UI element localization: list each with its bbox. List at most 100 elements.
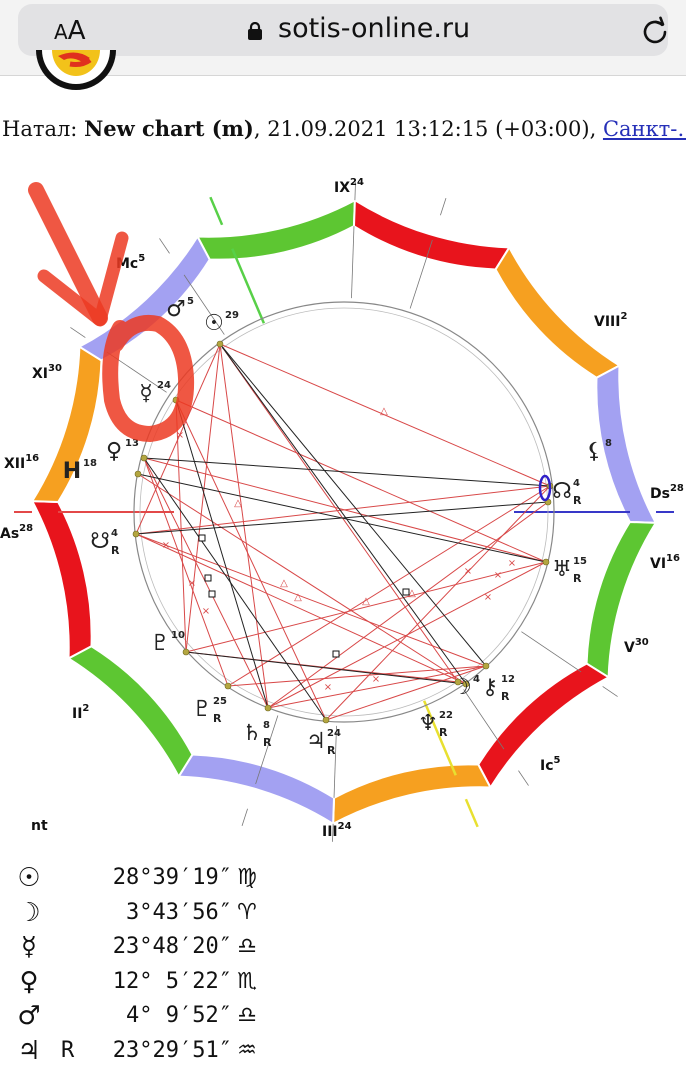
jupiter-glyph: ♃ 24 R: [306, 728, 341, 757]
aspect-point: [482, 662, 490, 670]
aspect-symbol: ×: [508, 558, 516, 569]
libra-glyph: ♎: [628, 436, 643, 456]
aspect-symbol: ×: [484, 592, 492, 603]
saturn-degree: 8: [263, 720, 270, 731]
text-size-button[interactable]: AA: [54, 16, 86, 46]
aspect-line: [175, 399, 269, 709]
aspect-symbol: ×: [324, 682, 332, 693]
uranus-glyph: ♅ 15 R: [552, 556, 587, 585]
city-link[interactable]: Санкт-…: [602, 117, 686, 141]
aspect-symbol: △: [280, 578, 288, 589]
planet-positions-table: ☉ 28°39′19″ ♍ ☽ 3°43′56″ ♈ ☿ 23°48′20″ ♎ ♀ 12° 5′2…: [14, 862, 314, 1069]
house-label: III24: [322, 821, 352, 840]
aspect-square: [332, 650, 340, 658]
planet-glyphs: ☉ 29♂ 5☿ 24♀ 13H 18☋ 4R♇ 10♇ 25R♄ 8R ♃ 24R♆ 22R☽ 4 ⚷ 12…: [63, 296, 612, 757]
aspect-symbol: △: [234, 498, 242, 509]
moon-glyph: ☽ 4: [452, 674, 480, 700]
node-right-glyph: ☊ 4 R: [552, 478, 582, 507]
aspect-line: [185, 343, 221, 653]
house-label: XII16: [4, 453, 39, 472]
position-row: ☽ 3°43′56″ ♈: [14, 897, 314, 932]
aspect-line: [143, 457, 229, 687]
svg-text:☉: ☉: [204, 311, 224, 336]
virgo-glyph: ♍: [555, 299, 570, 319]
aspect-point: [182, 648, 190, 656]
node-highlight: [538, 474, 552, 502]
taurus-glyph: ♉: [50, 416, 65, 436]
neptune-degree: 22: [439, 710, 453, 721]
url-field[interactable]: AA sotis-online.ru: [18, 4, 668, 56]
site-logo[interactable]: [30, 50, 122, 102]
cusp-line: [409, 239, 433, 309]
house-degree: 2: [82, 703, 89, 714]
cusp-line-outer: [209, 196, 224, 226]
aspect-symbol: ×: [202, 606, 210, 617]
planet-glyph: ☉: [17, 863, 41, 893]
scorpio-glyph: ♏: [622, 590, 637, 610]
lilith-glyph: ⚸ 8: [586, 438, 612, 464]
svg-text:♆: ♆: [418, 711, 438, 736]
aspect-line: [175, 399, 187, 653]
svg-text:☽: ☽: [452, 675, 472, 700]
uranus-retro: R: [573, 572, 582, 585]
sun-glyph: ☉ 29: [204, 310, 239, 336]
sign-glyph: ♈: [237, 899, 257, 925]
chiron-degree: 12: [501, 674, 515, 685]
reload-icon[interactable]: [638, 15, 672, 49]
aspect-line: [219, 343, 551, 487]
neptune-glyph: ♆ 22 R: [418, 710, 453, 739]
aspect-square: [208, 590, 216, 598]
house-label: IX24: [334, 177, 364, 196]
house-degree: 2: [620, 311, 627, 322]
aspect-point: [132, 530, 140, 538]
house-degree: 5: [138, 253, 145, 264]
degree-value: 3°43′56″: [126, 899, 232, 925]
node-left-degree: 4: [111, 528, 118, 539]
aspect-point: [462, 680, 470, 688]
uranus-degree: 15: [573, 556, 587, 567]
planet-glyph: ♀: [19, 966, 39, 997]
svg-text:♄: ♄: [242, 721, 262, 746]
aspect-symbol: ×: [162, 540, 170, 551]
position-row: ♂ 4° 9′52″ ♎: [14, 1000, 314, 1035]
house-degree: 30: [48, 363, 62, 374]
mars-glyph: ♂ 5: [166, 296, 194, 322]
aspect-lines: △△△△△△××××××××××: [132, 340, 554, 724]
aspect-line: [325, 485, 551, 721]
aspect-square: [198, 534, 206, 542]
cusp-line: [422, 700, 457, 776]
aspect-line: [185, 561, 547, 653]
degree-value: 4° 9′52″: [126, 1003, 232, 1028]
node-right-degree: 4: [573, 478, 580, 489]
degree-value: 12° 5′22″: [112, 968, 232, 994]
lock-icon: [248, 22, 262, 40]
natal-chart-wheel: ♈♉♊♋ ♌♍♎♏♐♑♒♓ △△△△△△×××××××××× As28II2III…: [0, 177, 684, 842]
aspect-square: [204, 574, 212, 582]
aspect-line: [227, 485, 551, 687]
aspect-symbol: △: [294, 592, 302, 603]
house-label: Ic5: [540, 755, 561, 774]
venus-glyph: ♀ 13: [106, 438, 139, 464]
pluto-degree: 10: [171, 630, 185, 641]
position-row: ☿ 23°48′20″ ♎: [14, 931, 314, 966]
sun-degree: 29: [225, 310, 239, 321]
mercury-degree: 24: [157, 380, 171, 391]
aspect-line: [227, 665, 487, 687]
sagittarius-glyph: ♐: [540, 722, 555, 742]
aquarius-glyph: ♒: [249, 789, 264, 809]
node-right-retro: R: [573, 494, 582, 507]
aspect-line: [135, 533, 467, 685]
cusp-line-outer: [332, 823, 334, 842]
aspect-line: [143, 457, 269, 709]
planet-glyph: ☽: [17, 897, 41, 928]
chart-name: New chart (m): [84, 116, 254, 141]
svg-text:♇: ♇: [192, 697, 212, 722]
svg-text:☋: ☋: [90, 529, 110, 554]
svg-text:♀: ♀: [106, 439, 122, 464]
house-label: II2: [72, 703, 89, 722]
jupiter-retro: R: [327, 744, 336, 757]
aspect-symbol: ×: [372, 674, 380, 685]
annotation-circle: [102, 315, 195, 443]
sign-segment-scorpio: [585, 520, 658, 680]
aspect-symbol: ×: [176, 430, 184, 441]
